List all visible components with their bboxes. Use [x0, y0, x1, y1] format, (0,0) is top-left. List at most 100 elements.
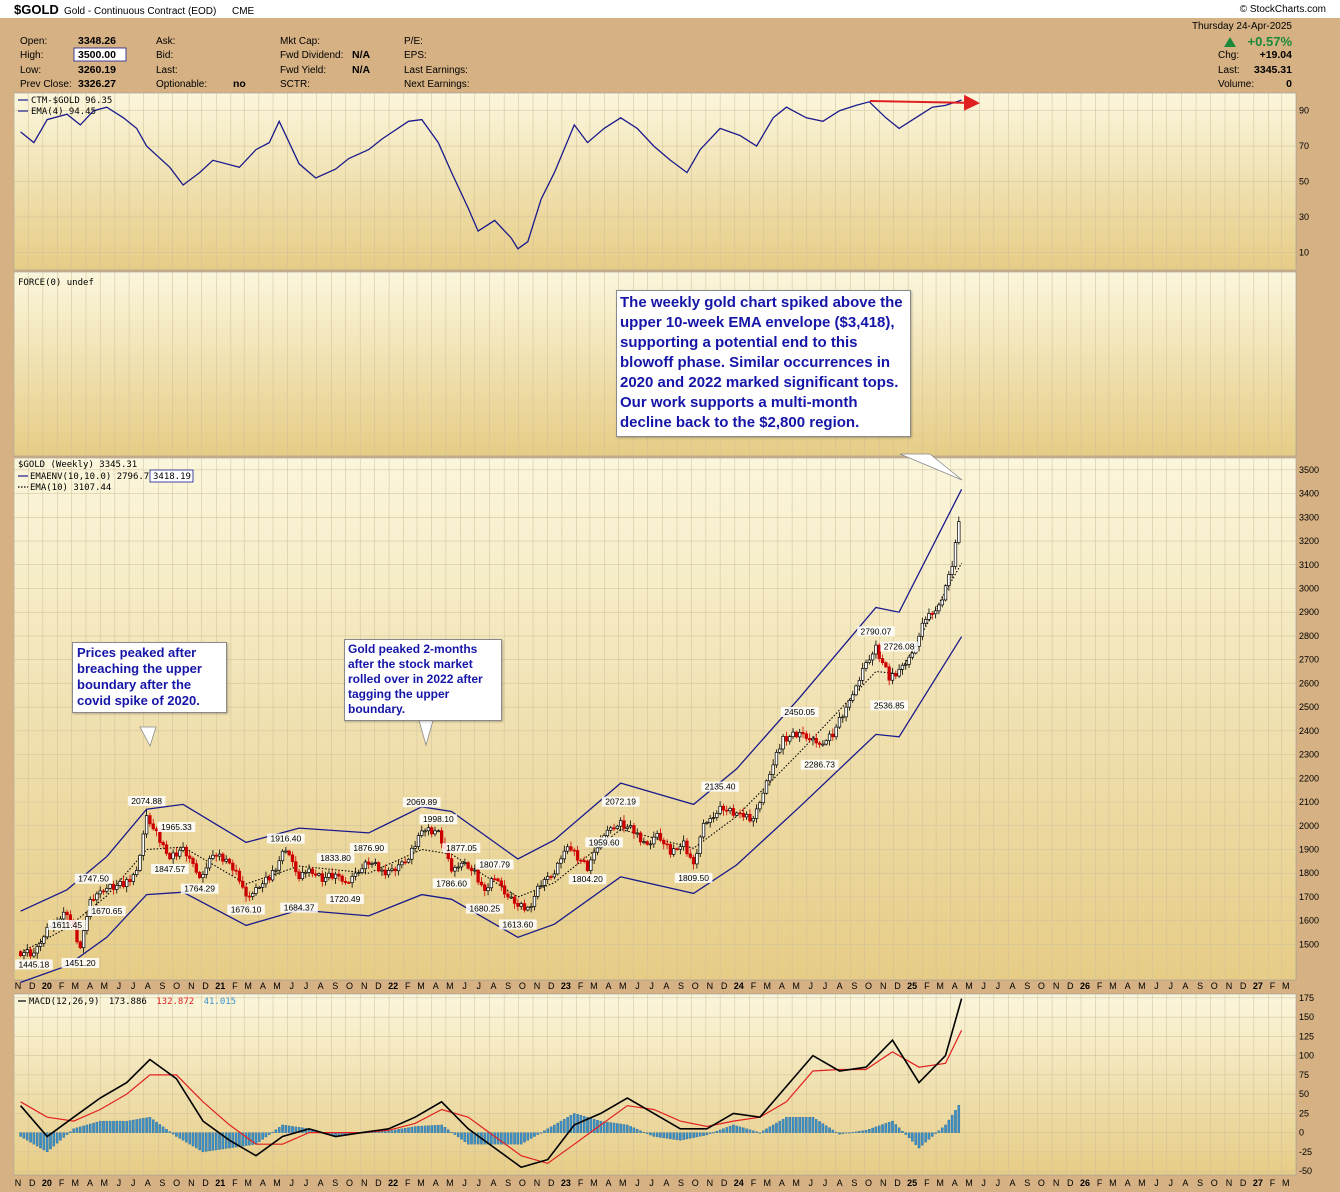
candle-body: [151, 823, 155, 830]
ctm-tick-label: 30: [1299, 212, 1309, 222]
macd-histogram-bar: [271, 1132, 274, 1133]
candle-body: [45, 926, 49, 938]
price-data-label: 1877.05: [446, 843, 477, 853]
month-tick-label: M: [72, 981, 80, 991]
candle-body: [900, 664, 905, 670]
macd-histogram-bar: [821, 1123, 825, 1133]
candle-body: [715, 813, 719, 818]
price-data-label: 1451.20: [65, 958, 96, 968]
macd-histogram-bar: [818, 1121, 821, 1133]
candle-body: [274, 869, 278, 872]
candle-body: [927, 613, 931, 620]
month-tick-label: M: [763, 981, 771, 991]
macd-histogram-bar: [679, 1132, 682, 1141]
candle-body: [360, 868, 364, 873]
macd-histogram-bar: [844, 1132, 848, 1134]
month-tick-label: 24: [734, 1178, 744, 1188]
price-panel: [13, 457, 1297, 981]
macd-histogram-bar: [748, 1129, 752, 1133]
macd-histogram-bar: [950, 1114, 954, 1133]
candle-body: [188, 855, 192, 859]
macd-histogram-bar: [718, 1129, 722, 1133]
ctm-tick-label: 10: [1299, 247, 1309, 257]
macd-histogram-bar: [526, 1132, 530, 1141]
candle-body: [857, 679, 862, 687]
macd-histogram-bar: [529, 1132, 533, 1139]
candle-body: [837, 716, 842, 728]
macd-histogram-bar: [715, 1131, 719, 1133]
month-tick-label: D: [894, 981, 901, 991]
candle-body: [841, 716, 845, 719]
macd-histogram-bar: [95, 1121, 99, 1133]
candle-body: [95, 893, 99, 901]
price-data-label: 1764.29: [184, 884, 215, 894]
quote-value: +19.04: [1260, 49, 1293, 61]
data-label-bg: [48, 919, 86, 930]
month-tick-label: J: [289, 1178, 294, 1188]
month-tick-label: A: [606, 981, 612, 991]
candle-body: [867, 659, 871, 663]
month-tick-label: 22: [388, 1178, 398, 1188]
force-legend-text: FORCE(0) undef: [18, 278, 94, 288]
macd-histogram-bar: [142, 1118, 145, 1133]
month-tick-label: A: [837, 1178, 843, 1188]
macd-histogram-bar: [98, 1120, 102, 1133]
macd-histogram-bar: [629, 1126, 632, 1133]
candle-body: [708, 818, 712, 823]
macd-histogram-bar: [761, 1130, 765, 1133]
price-data-label: 2790.07: [861, 626, 892, 636]
ctm-legend-line: CTM-$GOLD 96.35: [31, 96, 112, 106]
candle-body: [874, 644, 878, 655]
month-tick-label: N: [880, 1178, 887, 1188]
month-tick-label: D: [721, 981, 728, 991]
price-tick-label: 2500: [1299, 702, 1319, 712]
month-tick-label: S: [505, 1178, 511, 1188]
candle-body: [698, 836, 702, 854]
instrument-name: Gold - Continuous Contract (EOD): [64, 6, 216, 17]
candle-body: [237, 870, 242, 882]
quote-label: SCTR:: [280, 79, 310, 90]
macd-histogram-bar: [506, 1132, 510, 1145]
data-label-bg: [157, 821, 196, 832]
candle-body: [204, 867, 208, 875]
candle-body: [410, 847, 414, 860]
macd-histogram-bar: [904, 1132, 908, 1135]
month-tick-label: F: [405, 1178, 411, 1188]
candle-body: [247, 895, 252, 898]
macd-histogram-bar: [868, 1129, 871, 1133]
data-label-bg: [880, 641, 918, 652]
macd-histogram-bar: [569, 1115, 573, 1133]
quote-value: 3348.26: [78, 35, 116, 47]
month-tick-label: A: [260, 1178, 266, 1188]
macd-histogram-bar: [244, 1132, 248, 1146]
macd-histogram-bar: [543, 1130, 546, 1133]
month-tick-label: S: [1024, 981, 1030, 991]
candle-body: [682, 840, 686, 847]
month-tick-label: M: [1109, 981, 1117, 991]
month-tick-label: M: [244, 1178, 252, 1188]
month-tick-label: J: [823, 1178, 828, 1188]
candle-body: [784, 736, 789, 742]
macd-histogram-bar: [811, 1117, 815, 1133]
main-annotation: The weekly gold chart spiked above the u…: [616, 290, 911, 437]
price-data-label: 1804.20: [572, 874, 603, 884]
data-label-bg: [475, 859, 514, 870]
candle-body: [933, 610, 938, 615]
macd-histogram-bar: [410, 1126, 414, 1133]
candle-body: [131, 874, 135, 883]
candle-body: [870, 653, 875, 661]
quote-label: Ask:: [156, 36, 175, 47]
macd-tick-label: 175: [1299, 993, 1314, 1003]
macd-tick-label: -50: [1299, 1166, 1312, 1176]
month-tick-label: M: [792, 1178, 800, 1188]
candle-body: [98, 890, 102, 895]
macd-histogram-bar: [79, 1126, 82, 1133]
price-tick-label: 2000: [1299, 821, 1319, 831]
macd-tick-label: 25: [1299, 1108, 1309, 1118]
month-tick-label: J: [635, 981, 640, 991]
candle-body: [731, 808, 736, 816]
month-tick-label: F: [751, 1178, 757, 1188]
quote-label: Fwd Yield:: [280, 65, 326, 76]
macd-histogram-bar: [861, 1130, 864, 1133]
candle-body: [32, 952, 36, 957]
